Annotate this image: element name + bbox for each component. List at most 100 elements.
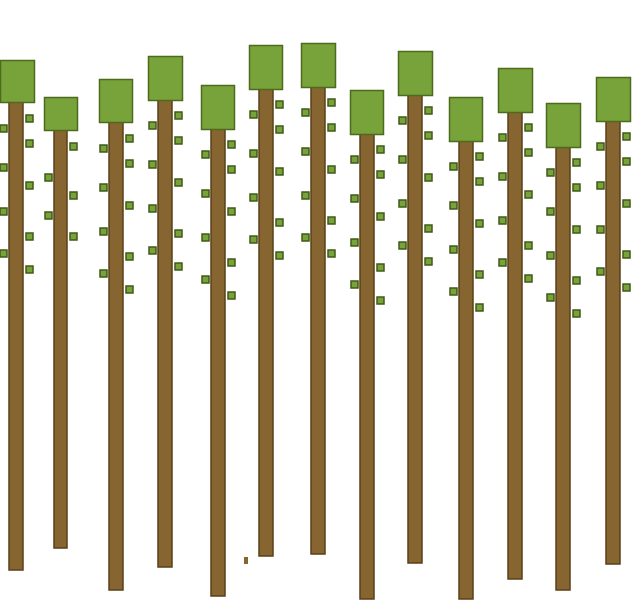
leaf-left — [148, 246, 157, 255]
leaf-left — [498, 216, 507, 225]
tree-12 — [545, 102, 582, 591]
leaf-right — [327, 98, 336, 107]
leaf-left — [301, 108, 310, 117]
leaf-right — [572, 183, 581, 192]
leaf-left — [596, 225, 605, 234]
leaf-right — [227, 258, 236, 267]
leaf-left — [398, 199, 407, 208]
leaf-right — [25, 232, 34, 241]
leaf-left — [546, 293, 555, 302]
tree-trunk — [108, 113, 124, 591]
tree-canopy — [98, 78, 134, 124]
leaf-right — [227, 140, 236, 149]
leaf-right — [25, 139, 34, 148]
leaf-right — [622, 132, 631, 141]
leaf-left — [99, 227, 108, 236]
tree-canopy — [300, 42, 337, 89]
leaf-left — [148, 204, 157, 213]
leaf-right — [275, 125, 284, 134]
leaf-right — [25, 114, 34, 123]
leaf-left — [398, 116, 407, 125]
leaf-right — [125, 252, 134, 261]
leaf-right — [424, 257, 433, 266]
leaf-right — [174, 111, 183, 120]
leaf-left — [148, 121, 157, 130]
leaf-right — [572, 158, 581, 167]
leaf-right — [475, 219, 484, 228]
leaf-right — [622, 250, 631, 259]
leaf-right — [275, 251, 284, 260]
leaf-right — [524, 190, 533, 199]
leaf-left — [249, 193, 258, 202]
leaf-right — [69, 191, 78, 200]
leaf-left — [201, 275, 210, 284]
leaf-left — [201, 189, 210, 198]
leaf-right — [275, 218, 284, 227]
leaf-right — [376, 170, 385, 179]
tree-canopy — [43, 96, 79, 132]
leaf-right — [622, 283, 631, 292]
leaf-left — [201, 150, 210, 159]
leaf-left — [498, 258, 507, 267]
tree-canopy — [147, 55, 184, 102]
leaf-left — [99, 144, 108, 153]
tree-3 — [98, 78, 134, 591]
leaf-right — [524, 148, 533, 157]
leaf-left — [201, 233, 210, 242]
tree-7 — [300, 42, 337, 555]
tree-11 — [497, 67, 534, 580]
leaf-right — [174, 178, 183, 187]
leaf-right — [327, 165, 336, 174]
leaf-left — [449, 287, 458, 296]
leaf-right — [376, 263, 385, 272]
leaf-right — [622, 157, 631, 166]
leaf-left — [596, 142, 605, 151]
leaf-right — [275, 167, 284, 176]
leaf-left — [398, 241, 407, 250]
leaf-right — [125, 134, 134, 143]
leaf-right — [174, 136, 183, 145]
ground-marker — [244, 557, 248, 564]
leaf-right — [125, 285, 134, 294]
tree-canopy — [200, 84, 236, 131]
leaf-right — [275, 100, 284, 109]
leaf-right — [572, 276, 581, 285]
leaf-left — [0, 207, 8, 216]
leaf-left — [498, 172, 507, 181]
leaf-right — [376, 212, 385, 221]
leaf-right — [524, 123, 533, 132]
leaf-left — [249, 149, 258, 158]
leaf-right — [227, 207, 236, 216]
leaf-right — [475, 270, 484, 279]
leaf-right — [227, 291, 236, 300]
leaf-left — [546, 251, 555, 260]
leaf-right — [622, 199, 631, 208]
tree-trunk — [507, 102, 523, 580]
tree-trunk — [555, 137, 571, 591]
leaf-right — [424, 173, 433, 182]
tree-trunk — [53, 121, 68, 549]
tree-trunk — [310, 77, 326, 555]
tree-trunk — [210, 119, 226, 597]
tree-trunk — [458, 131, 474, 600]
leaf-right — [475, 177, 484, 186]
tree-canopy — [349, 89, 385, 136]
tree-canopy — [397, 50, 434, 97]
leaf-right — [376, 296, 385, 305]
leaf-left — [44, 211, 53, 220]
leaf-right — [572, 309, 581, 318]
leaf-right — [424, 131, 433, 140]
tree-5 — [200, 84, 236, 597]
leaf-right — [174, 262, 183, 271]
leaf-right — [227, 165, 236, 174]
leaf-right — [424, 106, 433, 115]
tree-trunk — [8, 93, 24, 571]
tree-canopy — [545, 102, 582, 149]
leaf-left — [546, 168, 555, 177]
leaf-right — [125, 201, 134, 210]
tree-trunk — [359, 124, 375, 600]
leaf-left — [301, 233, 310, 242]
leaf-left — [596, 267, 605, 276]
leaf-right — [327, 249, 336, 258]
